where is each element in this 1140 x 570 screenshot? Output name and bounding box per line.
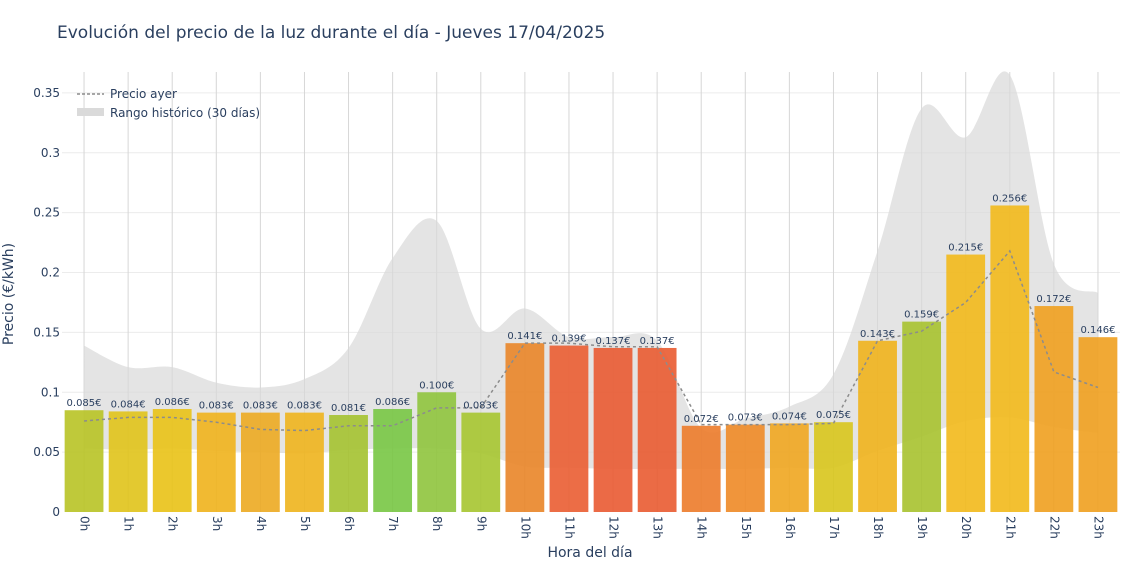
x-tick-label: 9h — [474, 516, 488, 531]
bar-2h[interactable] — [152, 409, 192, 512]
bar-label-0h: 0.085€ — [67, 398, 102, 409]
x-tick-label: 22h — [1047, 516, 1061, 539]
x-tick-label: 11h — [562, 516, 576, 539]
bar-labels: 0.085€ 0.084€ 0.086€ 0.083€ 0.083€ 0.083€ 0.08… — [67, 193, 1116, 424]
x-tick-label: 21h — [1003, 516, 1017, 539]
x-tick-label: 2h — [166, 516, 180, 531]
bar-4h[interactable] — [240, 412, 280, 512]
y-tick-label: 0.25 — [33, 206, 60, 220]
bar-23h[interactable] — [1078, 337, 1118, 512]
bar-label-19h: 0.159€ — [904, 310, 939, 321]
x-tick-label: 14h — [695, 516, 709, 539]
bar-label-14h: 0.072€ — [684, 414, 719, 425]
x-tick-label: 13h — [651, 516, 665, 539]
bar-label-10h: 0.141€ — [507, 331, 542, 342]
x-tick-label: 12h — [607, 516, 621, 539]
bar-label-18h: 0.143€ — [860, 329, 895, 340]
bar-label-23h: 0.146€ — [1080, 325, 1115, 336]
y-tick-label: 0.35 — [33, 86, 60, 100]
y-tick-label: 0.1 — [41, 385, 60, 399]
x-tick-label: 15h — [739, 516, 753, 539]
x-tick-label: 20h — [959, 516, 973, 539]
bar-label-21h: 0.256€ — [992, 193, 1027, 204]
bar-10h[interactable] — [505, 343, 545, 512]
x-tick-label: 8h — [430, 516, 444, 531]
bar-3h[interactable] — [196, 412, 236, 512]
bar-17h[interactable] — [814, 422, 853, 512]
bar-label-13h: 0.137€ — [640, 336, 675, 347]
bar-1h[interactable] — [108, 411, 148, 512]
bar-label-4h: 0.083€ — [243, 401, 278, 412]
bar-13h[interactable] — [637, 347, 677, 512]
bar-19h[interactable] — [902, 321, 942, 512]
historical-range — [84, 71, 1098, 469]
x-axis-title: Hora del día — [547, 545, 632, 561]
x-tick-label: 19h — [915, 516, 929, 539]
y-tick-label: 0.15 — [33, 325, 60, 339]
x-tick-label: 1h — [122, 516, 136, 531]
y-axis-title: Precio (€/kWh) — [1, 243, 17, 345]
x-tick-label: 3h — [210, 516, 224, 531]
y-tick-label: 0.2 — [41, 266, 60, 280]
x-axis: 0h 1h 2h 3h 4h 5h 6h 7h 8h 9h 10h 11h 12h 13h 14h 15h 16… — [78, 516, 1106, 539]
bar-16h[interactable] — [769, 423, 809, 512]
bar-label-11h: 0.139€ — [551, 334, 586, 345]
bar-label-7h: 0.086€ — [375, 397, 410, 408]
bar-label-9h: 0.083€ — [463, 401, 498, 412]
bar-15h[interactable] — [725, 424, 765, 512]
bar-label-22h: 0.172€ — [1036, 294, 1071, 305]
legend-range-label: Rango histórico (30 días) — [110, 106, 260, 120]
bar-label-17h: 0.075€ — [816, 410, 851, 421]
x-tick-label: 4h — [254, 516, 268, 531]
y-tick-label: 0.3 — [41, 146, 60, 160]
bar-8h[interactable] — [417, 392, 457, 512]
x-tick-label: 0h — [78, 516, 92, 531]
bar-label-3h: 0.083€ — [199, 401, 234, 412]
bar-11h[interactable] — [549, 345, 589, 512]
bar-7h[interactable] — [373, 409, 413, 512]
bar-6h[interactable] — [329, 415, 368, 512]
bar-label-1h: 0.084€ — [111, 399, 146, 410]
yesterday-line — [83, 249, 1099, 432]
y-tick-label: 0 — [52, 505, 60, 519]
yesterday-price-line — [83, 249, 1099, 432]
x-tick-label: 7h — [386, 516, 400, 531]
bar-label-20h: 0.215€ — [948, 243, 983, 254]
legend: Precio ayer Rango histórico (30 días) — [77, 87, 260, 120]
y-tick-label: 0.05 — [33, 445, 60, 459]
legend-yesterday-label: Precio ayer — [110, 87, 177, 101]
bars — [64, 205, 1118, 512]
bar-20h[interactable] — [946, 254, 986, 512]
x-tick-label: 18h — [871, 516, 885, 539]
bar-22h[interactable] — [1034, 306, 1074, 512]
historical-range-band — [84, 71, 1098, 469]
bar-label-6h: 0.081€ — [331, 403, 366, 414]
bar-5h[interactable] — [285, 412, 324, 512]
legend-range-swatch — [77, 108, 104, 116]
y-axis: 0 0.05 0.1 0.15 0.2 0.25 0.3 0.35 — [33, 86, 60, 519]
bar-9h[interactable] — [461, 412, 501, 512]
bar-label-12h: 0.137€ — [596, 336, 631, 347]
x-tick-label: 17h — [827, 516, 841, 539]
bar-18h[interactable] — [858, 340, 897, 512]
bar-label-2h: 0.086€ — [155, 397, 190, 408]
bar-21h[interactable] — [990, 205, 1030, 512]
bar-label-8h: 0.100€ — [419, 380, 454, 391]
bar-14h[interactable] — [681, 425, 721, 512]
bar-label-5h: 0.083€ — [287, 401, 322, 412]
x-tick-label: 10h — [518, 516, 532, 539]
bar-label-16h: 0.074€ — [772, 411, 807, 422]
bar-12h[interactable] — [593, 347, 633, 512]
x-tick-label: 23h — [1091, 516, 1105, 539]
x-tick-label: 6h — [342, 516, 356, 531]
chart-title: Evolución del precio de la luz durante e… — [57, 23, 605, 43]
x-tick-label: 16h — [783, 516, 797, 539]
bar-0h[interactable] — [64, 410, 104, 512]
x-tick-label: 5h — [298, 516, 312, 531]
bar-label-15h: 0.073€ — [728, 413, 763, 424]
